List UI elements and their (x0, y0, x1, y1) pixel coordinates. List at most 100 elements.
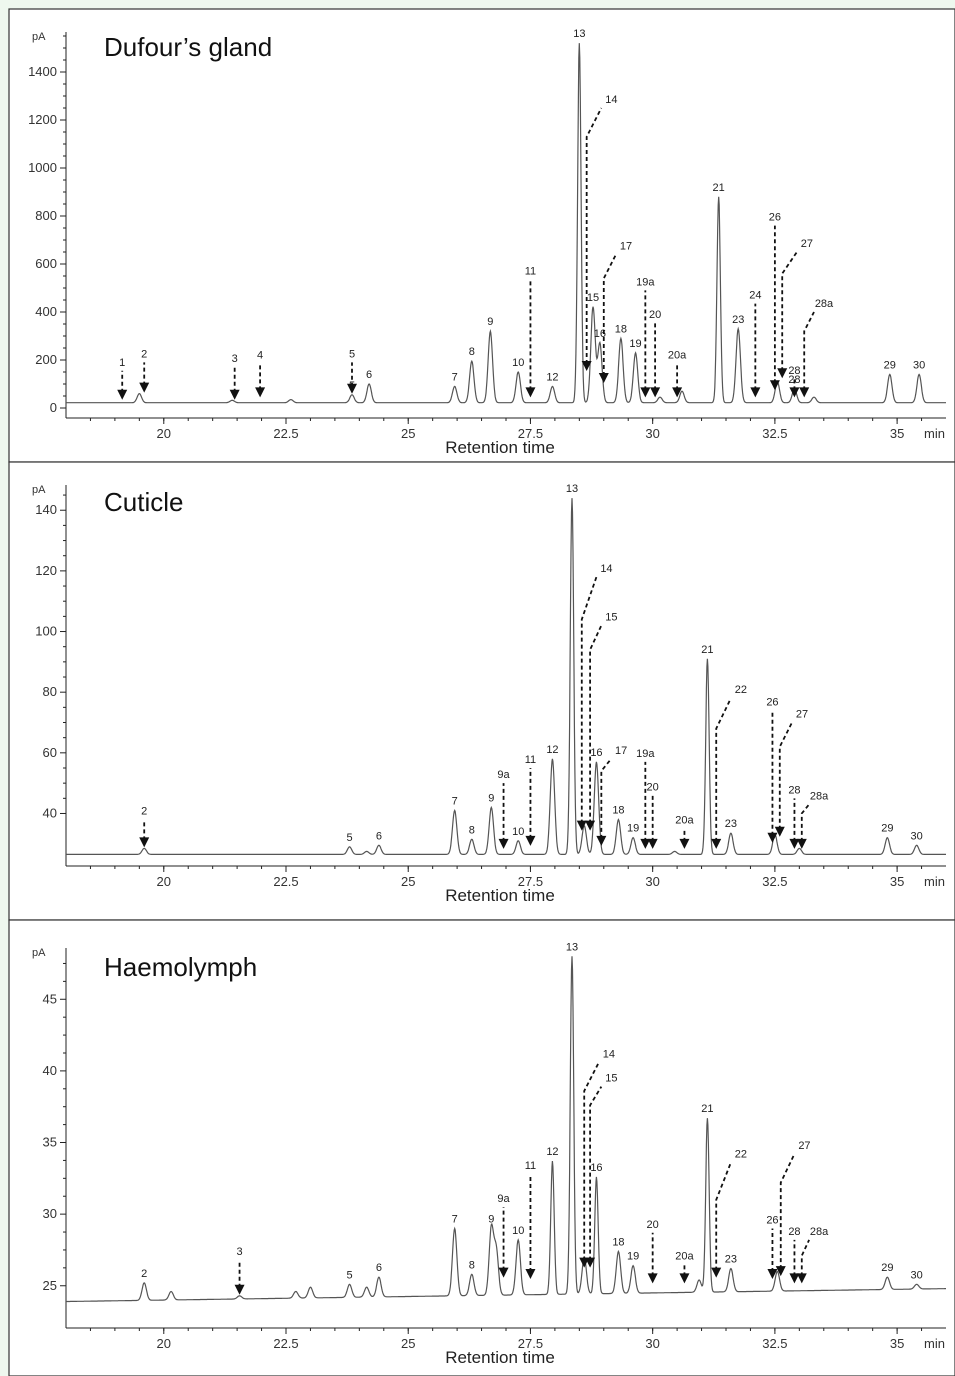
peak-arrow (715, 697, 732, 842)
arrow-label: 11 (525, 754, 536, 766)
arrow-label: 14 (605, 94, 617, 106)
y-tick-label: 45 (43, 991, 57, 1006)
peak-label: 18 (615, 323, 627, 335)
arrowhead-icon (796, 838, 807, 849)
y-tick-label: 600 (35, 256, 57, 271)
arrowhead-icon (647, 838, 658, 849)
x-tick-label: 25 (401, 1336, 415, 1351)
arrow-label: 28 (788, 784, 800, 796)
arrow-label: 20a (675, 815, 694, 827)
arrow-label: 14 (603, 1048, 615, 1060)
peak-label: 23 (732, 314, 744, 326)
arrow-label: 22 (735, 684, 747, 696)
x-tick-label: 20 (157, 1336, 171, 1351)
arrow-label: 11 (525, 266, 536, 278)
y-tick-label: 1400 (28, 64, 57, 79)
arrowhead-icon (799, 387, 810, 398)
arrow-label: 17 (620, 240, 632, 252)
chart-title: Cuticle (104, 487, 183, 517)
peak-arrow (602, 253, 617, 376)
x-unit-label: min (924, 1336, 945, 1351)
chromatogram-trace (66, 498, 946, 855)
arrowhead-icon (596, 835, 607, 846)
peak-label: 23 (725, 1254, 737, 1266)
y-tick-label: 200 (35, 352, 57, 367)
arrowhead-icon (796, 1273, 807, 1284)
x-tick-label: 30 (645, 874, 659, 889)
arrowhead-icon (498, 838, 509, 849)
arrow-label: 19a (636, 276, 655, 288)
x-tick-label: 30 (645, 426, 659, 441)
arrow-label: 26 (769, 212, 781, 224)
arrow-label: 2 (141, 806, 147, 818)
peak-label: 21 (701, 644, 713, 656)
arrowhead-icon (576, 820, 587, 831)
peak-arrow (800, 803, 810, 842)
peak-arrow (781, 251, 798, 372)
peak-label: 9 (488, 1213, 494, 1225)
arrowhead-icon (229, 389, 240, 400)
y-tick-label: 120 (35, 563, 57, 578)
y-tick-label: 35 (43, 1135, 57, 1150)
arrowhead-icon (585, 820, 596, 831)
arrowhead-icon (347, 383, 357, 394)
x-tick-label: 22.5 (273, 874, 298, 889)
arrow-label: 22 (735, 1149, 747, 1161)
peak-arrow (589, 625, 603, 824)
peak-arrow (715, 1162, 732, 1271)
peak-label: 10 (512, 826, 524, 838)
arrowhead-icon (640, 387, 651, 398)
arrow-label: 9a (497, 1193, 510, 1205)
x-tick-label: 22.5 (273, 426, 298, 441)
arrow-label: 28a (815, 298, 834, 310)
peak-arrow (778, 722, 793, 830)
peak-label: 19 (627, 823, 639, 835)
arrow-label: 15 (605, 1073, 617, 1085)
chart-panel-0: Dufour’s gland pA 0 200 400 600 800 1000 1200 140… (28, 28, 946, 457)
arrow-label: 11 (525, 1160, 536, 1172)
peak-label: 23 (725, 818, 737, 830)
arrowhead-icon (139, 382, 150, 393)
arrowhead-icon (498, 1267, 509, 1278)
x-axis-label: Retention time (445, 1348, 555, 1367)
x-tick-label: 32.5 (762, 426, 787, 441)
arrow-label: 3 (236, 1246, 242, 1258)
peak-label: 7 (452, 1213, 458, 1225)
x-tick-label: 20 (157, 426, 171, 441)
x-tick-label: 32.5 (762, 1336, 787, 1351)
y-tick-label: 100 (35, 624, 57, 639)
y-tick-label: 140 (35, 502, 57, 517)
y-tick-label: 30 (43, 1206, 57, 1221)
arrowhead-icon (789, 387, 800, 398)
x-tick-label: 27.5 (518, 1336, 543, 1351)
y-tick-label: 1000 (28, 160, 57, 175)
peak-arrow (585, 107, 603, 364)
y-tick-label: 400 (35, 304, 57, 319)
arrowhead-icon (585, 1257, 596, 1268)
peak-label: 12 (546, 371, 558, 383)
peak-label: 7 (452, 795, 458, 807)
peak-label: 13 (566, 941, 578, 953)
arrowhead-icon (581, 361, 592, 371)
chart-title: Dufour’s gland (104, 32, 272, 62)
peak-label: 10 (512, 1225, 524, 1237)
peak-label: 19 (629, 338, 641, 350)
peak-label: 9 (488, 792, 494, 804)
x-unit-label: min (924, 874, 945, 889)
peak-label: 16 (590, 747, 602, 759)
peak-label: 30 (911, 1269, 923, 1281)
peak-label: 6 (366, 369, 372, 381)
peak-label: 15 (587, 292, 599, 304)
panel-dufour (8, 8, 955, 463)
peak-label: 7 (452, 371, 458, 383)
arrow-label: 26 (766, 696, 778, 708)
y-tick-label: 0 (50, 400, 57, 415)
peak-label: 21 (701, 1103, 713, 1115)
arrowhead-icon (679, 838, 690, 849)
peak-label: 18 (612, 805, 624, 817)
peak-label: 19 (627, 1251, 639, 1263)
arrow-label: 28 (788, 365, 800, 377)
arrowhead-icon (769, 380, 780, 391)
arrow-label: 20a (675, 1250, 694, 1262)
